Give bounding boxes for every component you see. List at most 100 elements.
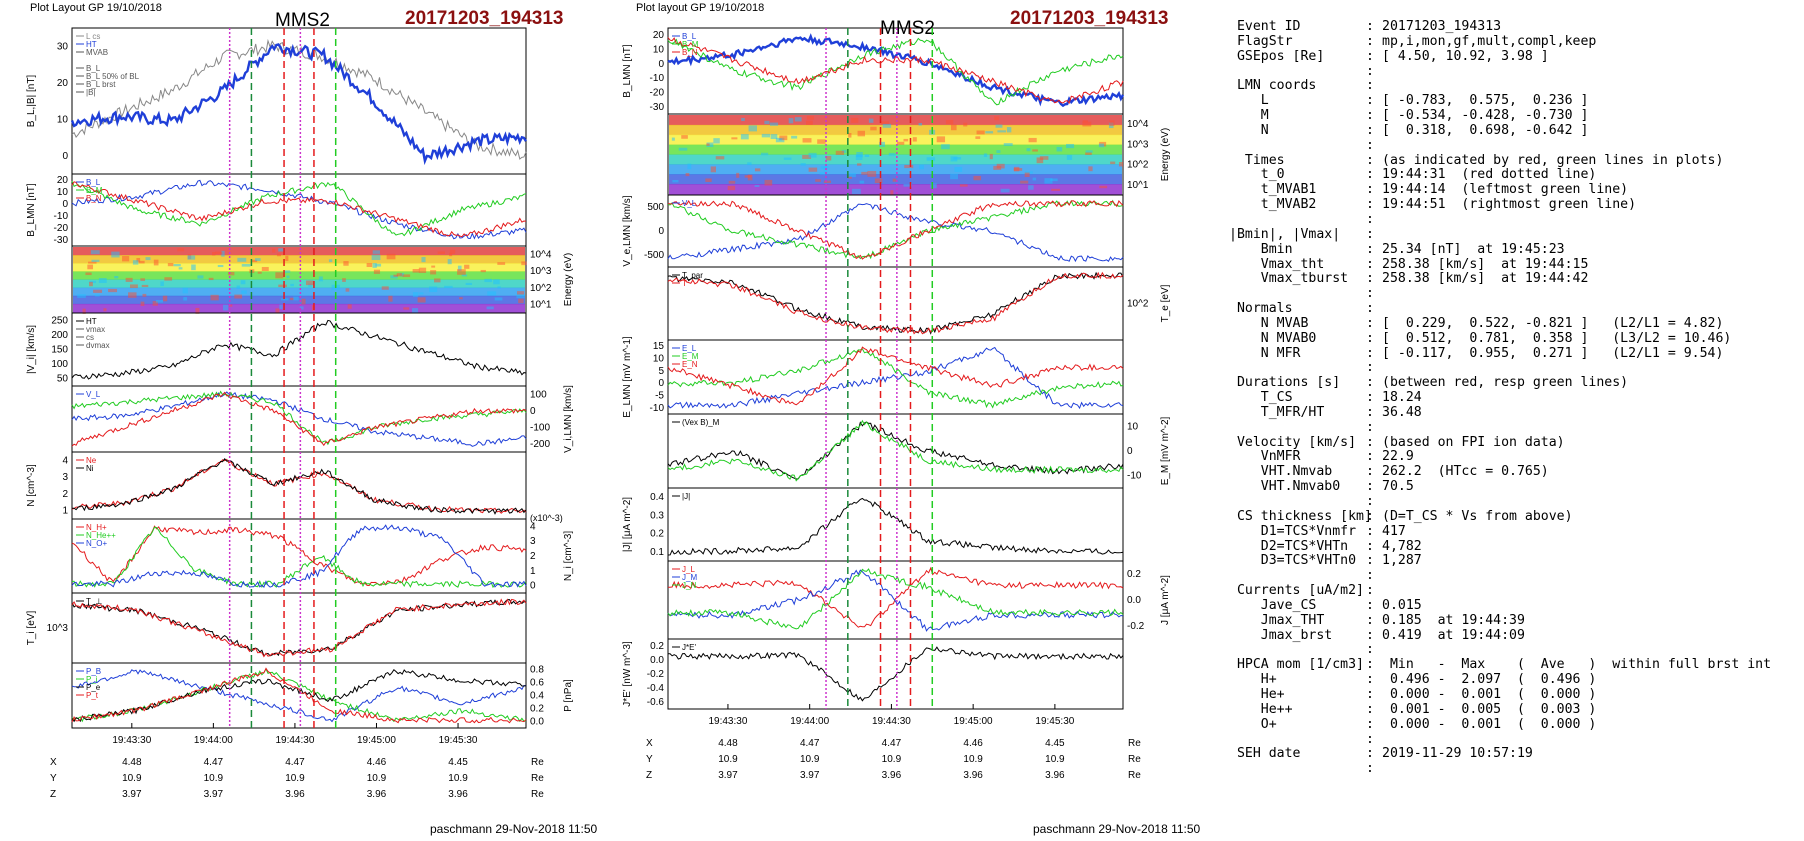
info-value: 262.2 (HTcc = 0.765): [1382, 464, 1549, 480]
series-line: [71, 181, 527, 238]
spectrogram-cell: [114, 276, 119, 279]
info-separator: :: [1366, 568, 1374, 584]
spectrogram-cell: [817, 139, 826, 144]
spectrogram-cell: [930, 183, 937, 189]
spectrogram-cell: [418, 292, 424, 295]
spectrogram-cell: [141, 284, 149, 288]
spectrogram-cell: [195, 307, 200, 314]
info-value: (between red, resp green lines): [1382, 375, 1629, 391]
info-label: [1229, 733, 1366, 748]
info-row: Jave_CS:0.015: [1229, 598, 1771, 614]
info-row: Times: (as indicated by red, green lines …: [1229, 153, 1771, 169]
spectrogram-cell: [710, 166, 716, 173]
info-separator: :: [1366, 137, 1374, 153]
info-label: Jmax_brst: [1229, 627, 1333, 643]
y-axis-label: P [nPa]: [563, 679, 574, 712]
info-separator: :: [1366, 672, 1374, 688]
panel-1-5: 10 0 -10 E_M [mV m^-2] (Vex B)_M: [667, 413, 1171, 489]
info-value: mp,i,mon,gf,mult,compl,keep: [1382, 33, 1597, 49]
info-value: 1,287: [1382, 553, 1422, 569]
ephemeris-label: X: [50, 757, 57, 768]
spectrogram-cell: [747, 162, 752, 166]
info-row: :: [1229, 64, 1771, 80]
panel-1-2: 500 0 -500 V_e,LMN [km/s] V_L: [622, 194, 1124, 268]
spectrogram-cell: [1066, 143, 1075, 149]
panel-0-8: 0.8 0.6 0.4 0.2 0.0 P [nPa] P_BP_iP_eP_t: [71, 662, 574, 729]
y-tick-label: 0.1: [650, 547, 664, 558]
info-label: SEH date: [1229, 746, 1301, 762]
y-tick-label: 200: [51, 330, 68, 341]
spectrogram-cell: [794, 117, 802, 122]
y-axis-label: N [cm^-3]: [26, 464, 37, 507]
spectrogram-cell: [741, 117, 745, 122]
panel-frame: [71, 385, 527, 453]
spectrogram-cell: [882, 123, 892, 128]
series-line: [71, 667, 527, 724]
spectrogram-cell: [926, 157, 936, 161]
spectrogram-cell: [904, 164, 914, 169]
spectrogram-cell: [778, 138, 783, 141]
spectrogram-cell: [275, 308, 280, 314]
legend-label: V_L: [682, 199, 697, 208]
y-tick-label: 10^3: [530, 266, 552, 277]
info-row: M: [ -0.534, -0.428, -0.730 ]: [1229, 108, 1771, 124]
info-row: Bmin:25.34 [nT] at 19:45:23: [1229, 242, 1771, 258]
spectrogram-cell: [1024, 171, 1033, 174]
spectrogram-cell: [764, 179, 773, 186]
spectrogram-cell: [783, 157, 792, 160]
info-row: t_MVAB1:19:44:14 (leftmost green line): [1229, 182, 1771, 198]
spectrogram-cell: [459, 297, 463, 300]
spectrogram-cell: [892, 178, 897, 182]
legend-label: E_L: [682, 344, 697, 353]
series-line: [667, 348, 1124, 409]
info-row: t_0:19:44:31 (red dotted line): [1229, 168, 1771, 183]
spectrogram-cell: [108, 288, 118, 293]
spectrogram-cell: [484, 278, 492, 283]
legend-label: dvmax: [86, 341, 110, 350]
spectrogram-cell: [890, 190, 894, 195]
y-tick-label: -0.4: [647, 683, 665, 694]
spectrogram-cell: [835, 150, 845, 155]
y-tick-label: 0.4: [650, 492, 664, 503]
spectrogram-cell: [779, 135, 788, 141]
info-row: HPCA mom [1/cm3]: Min - Max ( Ave ) with…: [1229, 657, 1771, 673]
info-separator: :: [1366, 301, 1374, 317]
series-line: [71, 524, 527, 588]
info-label: t_MVAB2: [1229, 197, 1317, 213]
series-line: [667, 497, 1124, 556]
spectrogram-cell: [806, 116, 815, 120]
info-row: He++: 0.001 - 0.005 ( 0.003 ): [1229, 702, 1771, 718]
spectrogram-cell: [706, 142, 714, 148]
spectrogram-cell: [802, 138, 812, 143]
spectrogram-cell: [449, 252, 453, 257]
spectrogram-cell: [403, 307, 410, 310]
spectrogram-cell: [685, 173, 690, 177]
spectrogram-cell: [1003, 143, 1013, 146]
series-line: [667, 421, 1124, 480]
legend-label: E_M: [682, 352, 699, 361]
layout-label-mid: Plot layout GP 19/10/2018: [636, 2, 765, 14]
info-separator: :: [1366, 167, 1374, 183]
info-row: T_CS:18.24: [1229, 390, 1771, 406]
spectrogram-cell: [1032, 149, 1038, 152]
ephemeris-value: 4.45: [448, 757, 468, 768]
spectrogram-cell: [1028, 137, 1037, 143]
spectrogram-cell: [912, 137, 917, 142]
spectrogram-cell: [1066, 155, 1073, 160]
y-tick-label: 3: [62, 472, 68, 483]
info-value: [ -0.783, 0.575, 0.236 ]: [1382, 93, 1589, 109]
spectrogram-cell: [275, 272, 284, 279]
spectrogram-cell: [465, 282, 473, 285]
y-axis-label: V_e,LMN [km/s]: [622, 195, 633, 266]
spectrogram-cell: [318, 276, 323, 282]
y-tick-label: 0.8: [530, 665, 544, 676]
spectrogram-cell: [82, 308, 86, 314]
info-separator: :: [1366, 479, 1374, 495]
spectrogram-cell: [1088, 166, 1093, 172]
spectrogram-cell: [1099, 185, 1108, 189]
spectrogram-cell: [815, 179, 821, 182]
spectrogram-cell: [373, 269, 381, 274]
info-separator: :: [1366, 78, 1374, 94]
spectrogram-cell: [272, 248, 276, 253]
info-value: [ 0.318, 0.698, -0.642 ]: [1382, 122, 1589, 138]
